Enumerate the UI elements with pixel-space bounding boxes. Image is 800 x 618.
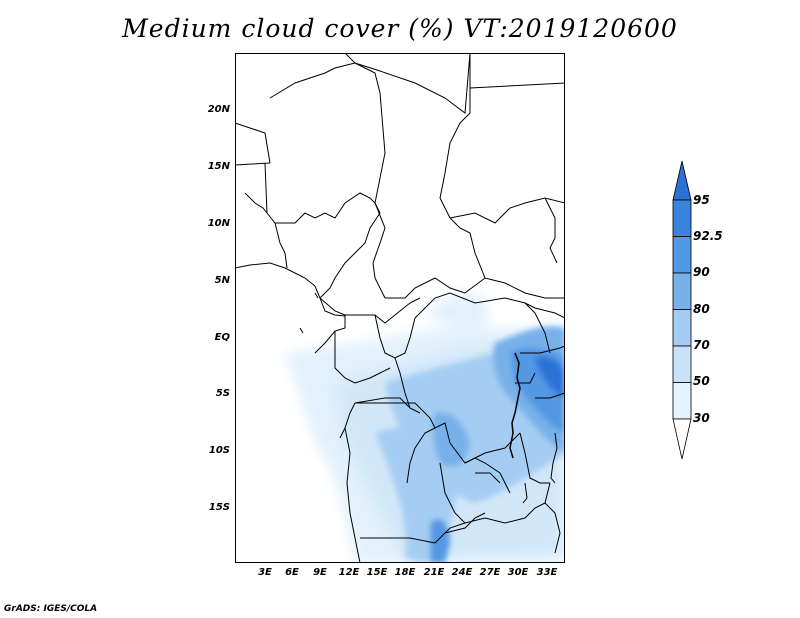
lon-label-3e: 3E <box>258 567 272 578</box>
colorbar-label-95: 95 <box>693 193 710 207</box>
lat-label-10s: 10S <box>208 445 230 456</box>
colorbar-bottom-triangle <box>672 418 692 460</box>
colorbar-segment <box>672 236 692 274</box>
colorbar-label-70: 70 <box>693 338 710 352</box>
colorbar-segment <box>672 272 692 310</box>
lon-label-27e: 27E <box>479 567 501 578</box>
grads-credit: GrADS: IGES/COLA <box>4 604 98 614</box>
lat-label-eq: EQ <box>214 332 230 343</box>
lon-label-12e: 12E <box>338 567 360 578</box>
country-borders <box>235 53 565 563</box>
lat-label-5n: 5N <box>214 275 230 286</box>
lat-label-15s: 15S <box>208 502 230 513</box>
colorbar-label-90: 90 <box>693 265 710 279</box>
colorbar-top-triangle <box>672 160 692 201</box>
colorbar-label-30: 30 <box>693 411 710 425</box>
lon-label-33e: 33E <box>536 567 558 578</box>
lon-label-30e: 30E <box>507 567 529 578</box>
colorbar-segment <box>672 382 692 420</box>
colorbar-label-80: 80 <box>693 302 710 316</box>
map-panel <box>235 53 565 563</box>
lon-label-18e: 18E <box>394 567 416 578</box>
lon-label-6e: 6E <box>285 567 299 578</box>
lon-label-21e: 21E <box>423 567 445 578</box>
colorbar-segment <box>672 199 692 237</box>
lat-label-10n: 10N <box>207 218 230 229</box>
map-title: Medium cloud cover (%) VT:2019120600 <box>122 14 678 43</box>
lon-label-24e: 24E <box>451 567 473 578</box>
lat-label-15n: 15N <box>207 161 230 172</box>
colorbar-segment <box>672 345 692 383</box>
lat-label-5s: 5S <box>215 388 230 399</box>
map-frame <box>235 53 565 563</box>
lon-label-9e: 9E <box>313 567 327 578</box>
colorbar-label-50: 50 <box>693 374 710 388</box>
cloud-cover-shading <box>285 293 565 563</box>
lon-label-15e: 15E <box>366 567 388 578</box>
colorbar-segment <box>672 309 692 347</box>
colorbar-label-92-5: 92.5 <box>693 229 723 243</box>
color-bar <box>672 160 692 460</box>
lat-label-20n: 20N <box>207 104 230 115</box>
